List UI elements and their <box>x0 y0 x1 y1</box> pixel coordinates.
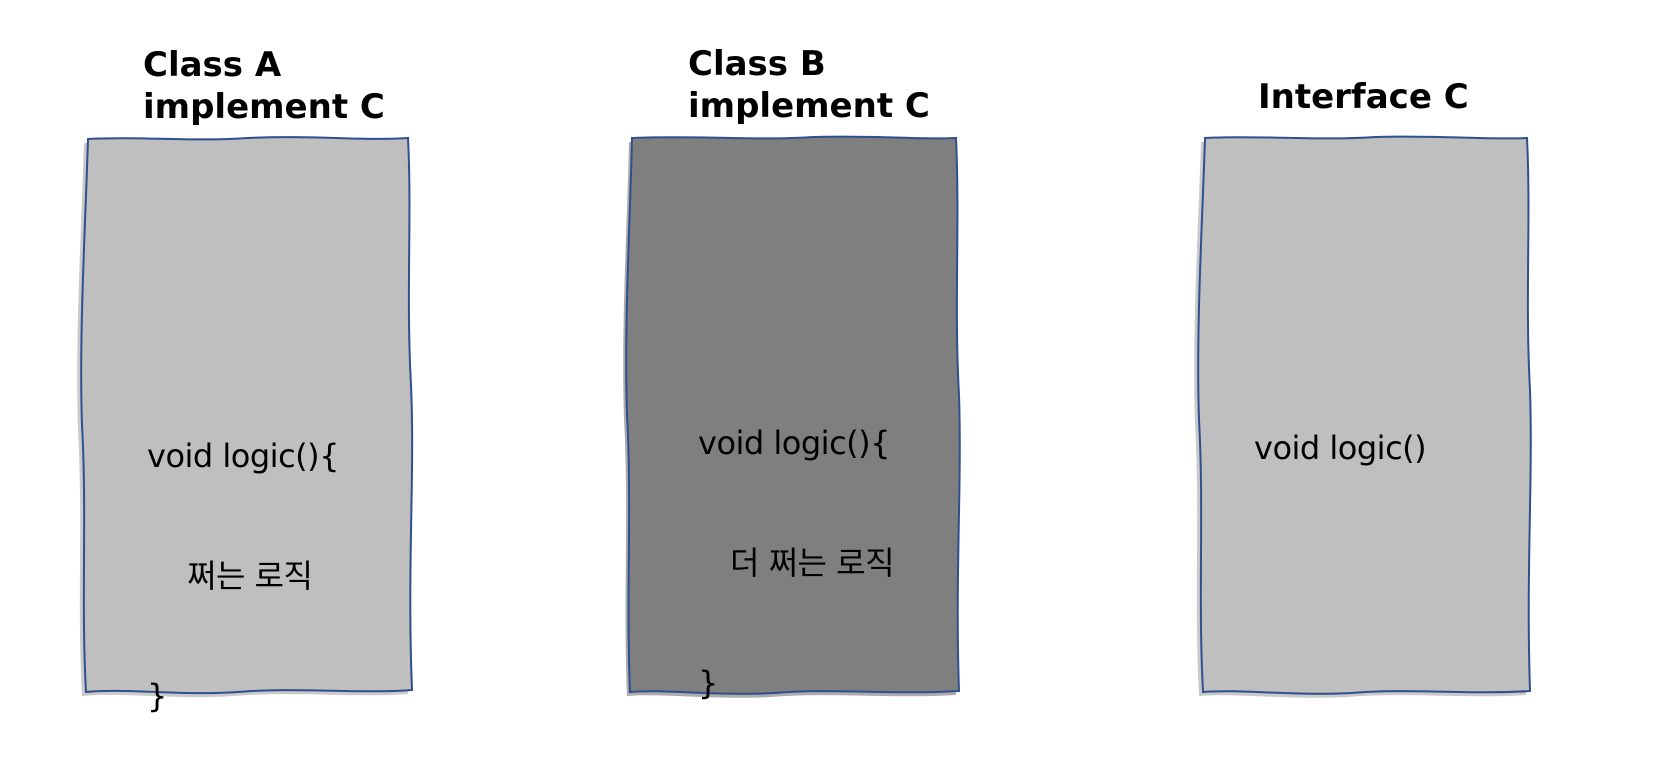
class-a-code: void logic(){ 쩌는 로직 } <box>147 356 339 756</box>
class-b-title-line1: Class B <box>688 44 826 84</box>
class-a-box-shape <box>80 136 414 695</box>
interface-c-code-line1: void logic() <box>1254 429 1427 467</box>
class-b-title-line2: implement C <box>688 86 930 126</box>
interface-c-title: Interface C <box>1258 76 1469 118</box>
class-a-code-line1: void logic(){ <box>147 437 339 475</box>
class-b-box-shape <box>625 135 961 695</box>
interface-c-box <box>1194 135 1532 698</box>
class-b-code-line2: 더 쩌는 로직 <box>730 544 895 582</box>
class-a-title-line2: implement C <box>143 87 385 127</box>
class-a-code-line3: } <box>147 677 167 715</box>
class-b-title: Class B implement C <box>688 43 930 127</box>
class-b-code-line3: } <box>698 664 718 702</box>
class-a-code-line2: 쩌는 로직 <box>187 557 313 595</box>
class-a-title: Class A implement C <box>143 44 385 128</box>
class-b-code-line1: void logic(){ <box>698 424 890 462</box>
class-b-box <box>623 135 961 698</box>
class-b-code: void logic(){ 더 쩌는 로직 } <box>698 343 895 743</box>
interface-c-title-text: Interface C <box>1258 77 1469 117</box>
interface-c-code: void logic() <box>1254 348 1427 508</box>
class-a-box <box>77 136 414 698</box>
interface-c-box-shape <box>1197 135 1532 695</box>
class-a-title-line1: Class A <box>143 45 282 85</box>
